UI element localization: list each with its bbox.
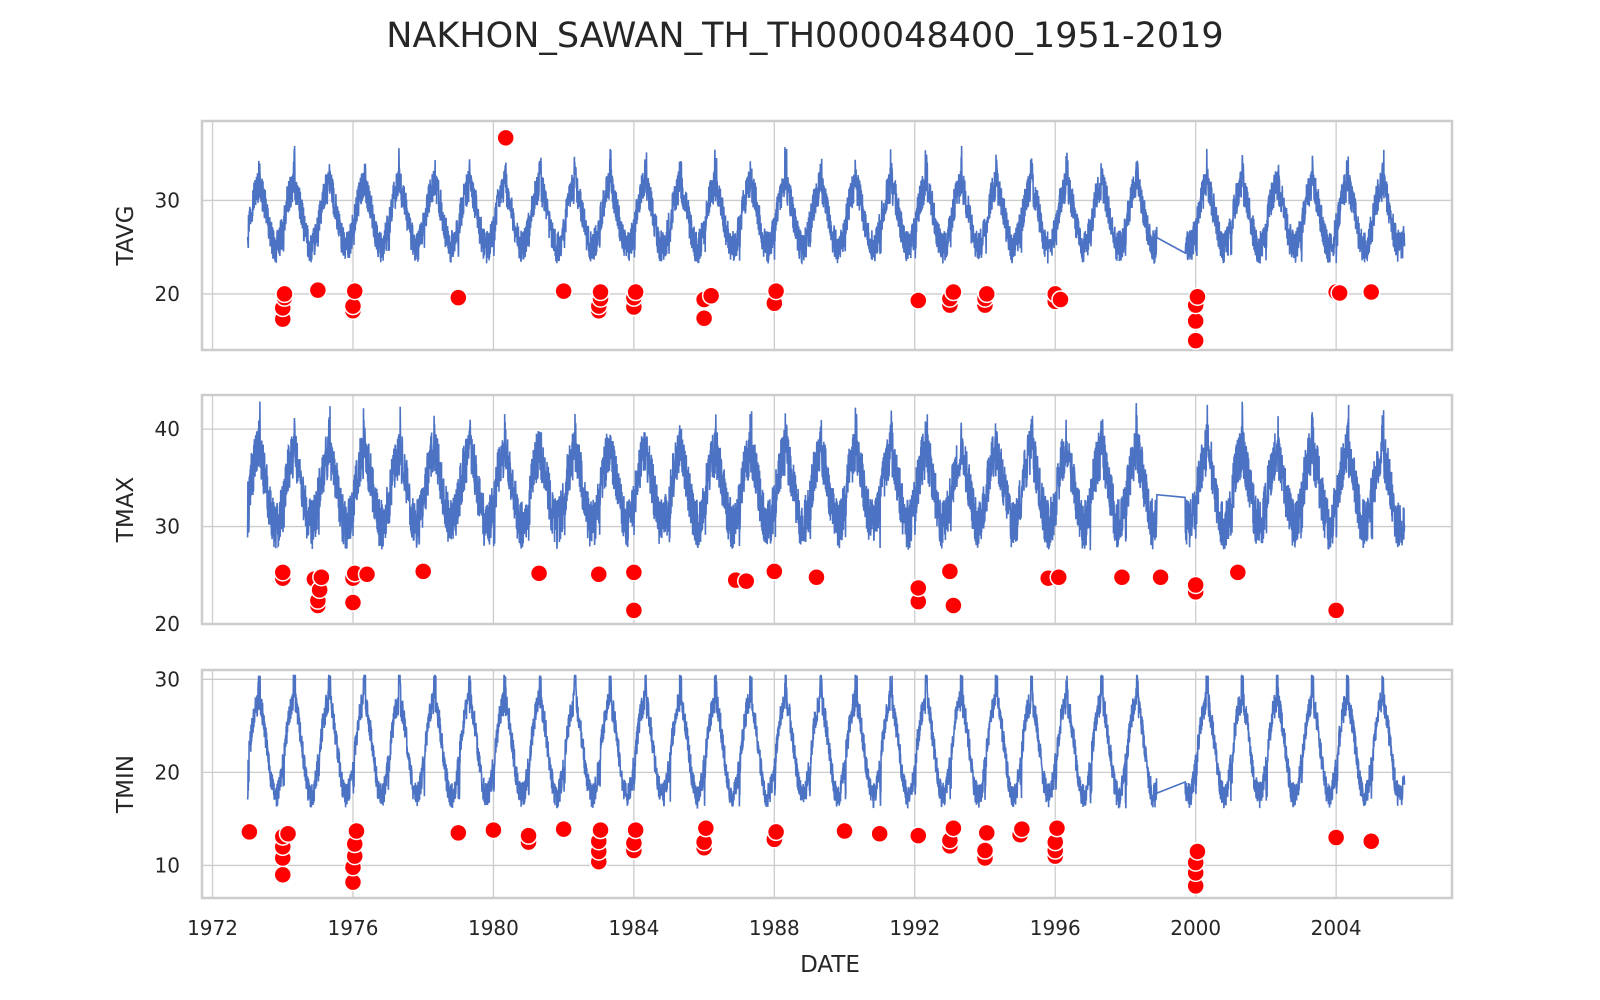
outlier-point <box>624 563 644 582</box>
outlier-point <box>554 281 573 301</box>
outlier-point <box>940 562 960 581</box>
series-line <box>246 401 1406 551</box>
outlier-point <box>807 567 826 587</box>
outlier-point <box>240 822 259 842</box>
y-tick-label: 40 <box>155 417 180 441</box>
outlier-point <box>626 820 645 840</box>
y-tick-label: 30 <box>155 515 180 539</box>
outlier-point <box>1047 818 1067 838</box>
y-axis-label: TMAX <box>113 477 139 544</box>
outlier-point <box>589 565 609 584</box>
outlier-point <box>1051 290 1070 309</box>
outlier-point <box>484 820 503 840</box>
outlier-point <box>449 288 468 307</box>
outlier-point <box>1112 567 1132 587</box>
outlier-point <box>1330 283 1349 303</box>
outlier-point <box>1186 575 1205 595</box>
outlier-point <box>357 565 377 584</box>
panel-frame <box>200 119 1454 352</box>
outlier-point <box>944 596 963 615</box>
outlier-point <box>694 308 714 328</box>
outlier-point <box>554 819 573 839</box>
outlier-point <box>273 865 293 884</box>
x-tick-label: 1976 <box>328 916 379 940</box>
y-axis-label: TAVG <box>113 205 139 266</box>
outlier-point <box>1186 311 1205 331</box>
panel-tmin: 10 20 30 TMIN 1972 1976 1980 1984 1988 1992 1996 20… <box>113 667 1454 940</box>
outlier-point <box>909 291 928 310</box>
x-tick-label: 1972 <box>187 916 238 940</box>
y-tick-label: 30 <box>155 667 180 691</box>
x-axis-label: DATE <box>800 952 860 978</box>
outlier-point <box>909 826 928 845</box>
outlier-point <box>624 601 644 620</box>
outlier-point <box>1186 331 1205 350</box>
outlier-point <box>278 824 298 844</box>
outlier-point <box>1326 828 1346 847</box>
y-tick-label: 20 <box>155 282 180 306</box>
y-tick-label: 10 <box>155 853 180 877</box>
outlier-point <box>701 286 721 306</box>
outlier-point <box>1151 567 1170 587</box>
outlier-point <box>1228 563 1248 582</box>
outlier-point <box>275 284 294 304</box>
outlier-point <box>308 280 328 300</box>
outlier-point <box>345 281 364 301</box>
outlier-point <box>696 818 716 838</box>
outlier-point <box>736 571 756 591</box>
panel-frame <box>200 668 1454 900</box>
x-tick-label: 1992 <box>889 916 940 940</box>
outlier-point <box>766 822 786 842</box>
outlier-point <box>591 282 610 302</box>
chart-title: NAKHON_SAWAN_TH_TH000048400_1951-2019 <box>386 16 1223 56</box>
outlier-point <box>1326 601 1346 620</box>
series-line <box>246 674 1406 809</box>
y-tick-label: 20 <box>155 760 180 784</box>
x-tick-label: 1984 <box>608 916 659 940</box>
panel-tavg: 20 30 TAVG <box>113 119 1454 352</box>
outlier-point <box>413 562 433 581</box>
outlier-point <box>519 826 538 845</box>
x-tick-label: 2000 <box>1170 916 1221 940</box>
outlier-point <box>975 841 995 860</box>
outlier-point <box>977 823 997 843</box>
outlier-point <box>766 281 786 301</box>
outlier-point <box>1049 567 1068 587</box>
outlier-point <box>273 563 293 582</box>
outlier-point <box>977 284 997 304</box>
y-tick-label: 20 <box>155 612 180 636</box>
outlier-point <box>1188 842 1207 861</box>
x-tick-label: 2004 <box>1311 916 1362 940</box>
outlier-point <box>1361 831 1381 851</box>
panel-tmax: 20 30 40 TMAX <box>113 393 1454 636</box>
outlier-point <box>944 818 963 838</box>
panel-frame <box>200 393 1454 626</box>
series-line <box>246 145 1406 265</box>
outlier-point <box>591 820 610 840</box>
x-tick-label: 1996 <box>1030 916 1081 940</box>
outlier-point <box>496 128 515 148</box>
y-tick-label: 30 <box>155 188 180 212</box>
outlier-point <box>835 821 854 841</box>
outlier-point <box>312 567 331 587</box>
outlier-point <box>1012 819 1032 839</box>
outlier-point <box>870 824 889 844</box>
outlier-point <box>449 823 468 843</box>
outlier-point <box>343 593 363 612</box>
y-axis-label: TMIN <box>113 755 139 814</box>
outlier-point <box>765 562 784 581</box>
outlier-point <box>626 282 645 302</box>
outlier-point <box>347 821 366 841</box>
panel-layer: 20 30 TAVG 20 30 40 TMAX 10 20 30 TMIN 1972 1976 1980… <box>113 119 1454 940</box>
outlier-point <box>944 282 963 302</box>
outlier-point <box>529 564 549 583</box>
outlier-point <box>1361 282 1381 302</box>
x-tick-label: 1988 <box>749 916 800 940</box>
outlier-point <box>1188 287 1207 306</box>
outlier-point <box>909 578 928 598</box>
x-tick-label: 1980 <box>468 916 519 940</box>
